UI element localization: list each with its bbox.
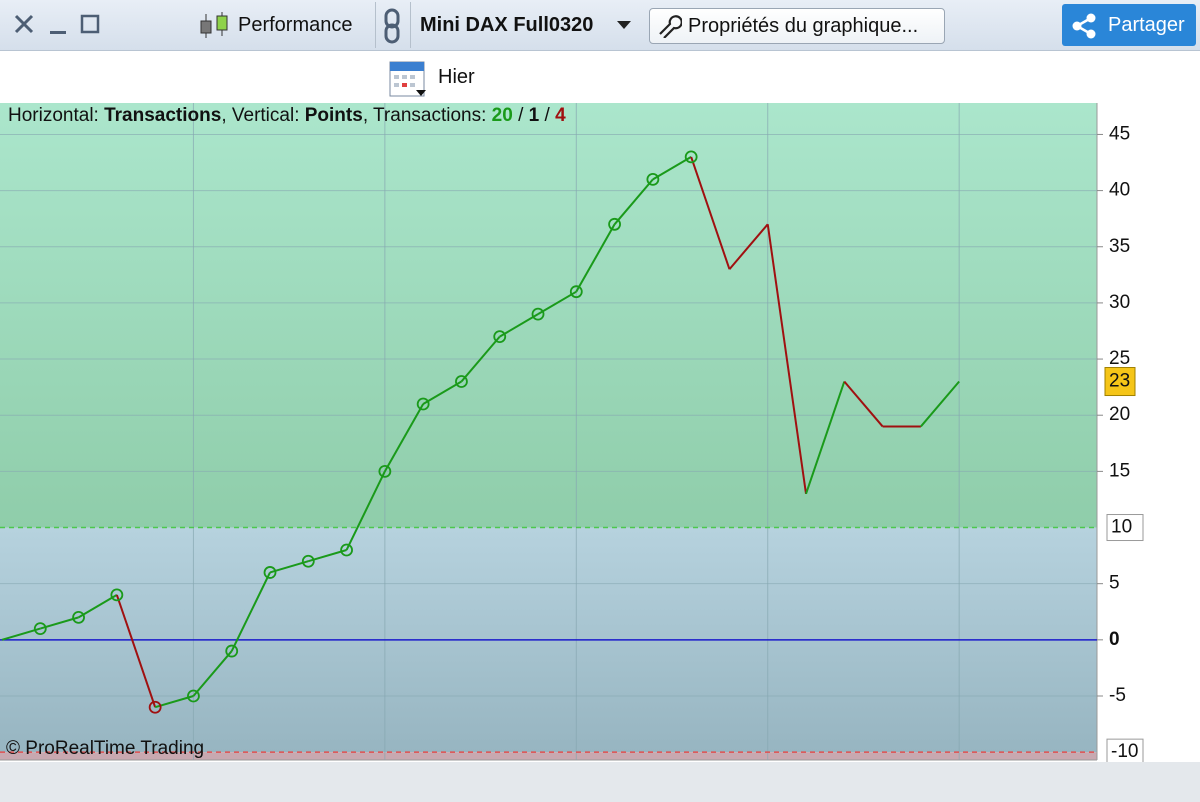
point-marker xyxy=(684,150,698,164)
equity-segment xyxy=(537,290,577,316)
period-label[interactable]: Hier xyxy=(438,66,475,88)
equity-segment xyxy=(269,560,309,574)
last-value-box xyxy=(1104,367,1136,397)
point-marker xyxy=(148,700,162,714)
subtitle-part: Horizontal: xyxy=(8,105,104,126)
equity-segment xyxy=(230,572,271,652)
toolbar: Performance Mini DAX Full0320 Propriétés… xyxy=(0,0,1200,51)
point-marker xyxy=(263,566,277,579)
point-marker xyxy=(455,375,468,388)
calendar-icon[interactable] xyxy=(388,58,430,100)
point-marker xyxy=(569,285,583,299)
zone-lower xyxy=(0,752,1097,760)
y-tick-label: 20 xyxy=(1109,404,1130,425)
equity-segment xyxy=(192,650,233,697)
point-marker xyxy=(646,172,660,186)
point-marker xyxy=(608,217,621,231)
point-marker xyxy=(301,554,315,568)
subtitle-part: 20 xyxy=(492,105,513,126)
subtitle-part: , Vertical: xyxy=(221,105,304,126)
y-tick-label: 35 xyxy=(1109,236,1130,257)
subtitle-part: / xyxy=(539,105,555,126)
point-marker xyxy=(378,464,392,478)
point-marker xyxy=(187,689,200,703)
equity-segment xyxy=(115,594,157,708)
point-marker xyxy=(72,610,85,624)
point-marker xyxy=(33,622,47,635)
equity-segment xyxy=(766,224,808,494)
y-tick-label: 30 xyxy=(1109,292,1130,313)
equity-segment xyxy=(690,156,731,270)
share-icon xyxy=(1072,13,1096,39)
level-box xyxy=(1106,514,1144,542)
equity-segment xyxy=(613,178,654,225)
level-label: -10 xyxy=(1111,741,1138,762)
equity-segment xyxy=(920,380,960,428)
subtitle-part: Points xyxy=(305,105,363,126)
zone-upper xyxy=(0,103,1097,528)
copyright: © ProRealTime Trading xyxy=(6,738,204,759)
share-label: Partager xyxy=(1108,14,1185,36)
performance-label[interactable]: Performance xyxy=(238,14,353,36)
subtitle-part: 1 xyxy=(529,105,540,126)
y-tick-label: 40 xyxy=(1109,180,1130,201)
chart-subtitle: Horizontal: Transactions, Vertical: Poin… xyxy=(8,105,566,126)
performance-icon xyxy=(200,12,228,38)
y-tick-label: 25 xyxy=(1109,348,1130,369)
equity-segment xyxy=(805,381,846,495)
equity-segment xyxy=(40,616,79,630)
point-marker xyxy=(531,307,545,321)
level-label: 10 xyxy=(1111,517,1132,538)
subtitle-part: Transactions xyxy=(104,105,221,126)
equity-segment xyxy=(728,223,769,270)
point-marker xyxy=(340,543,353,557)
y-tick-label: -5 xyxy=(1109,685,1126,706)
equity-segment xyxy=(843,380,884,428)
subtitle-part: , Transactions: xyxy=(363,105,492,126)
equity-segment xyxy=(383,403,425,472)
equity-segment xyxy=(652,156,692,181)
instrument[interactable]: Mini DAX Full0320 xyxy=(420,14,594,36)
point-marker xyxy=(110,588,124,602)
separator xyxy=(375,2,376,48)
properties-label: Propriétés du graphique... xyxy=(688,15,919,37)
equity-segment xyxy=(1,627,41,641)
equity-segment xyxy=(345,470,386,551)
wrench-icon xyxy=(659,15,682,38)
y-tick-label: 5 xyxy=(1109,573,1120,594)
link-icon[interactable] xyxy=(382,8,404,44)
bottom-strip xyxy=(0,762,1200,802)
last-value-label: 23 xyxy=(1109,371,1130,392)
equity-segment xyxy=(154,695,194,709)
equity-segment xyxy=(422,380,462,405)
y-tick-label: 15 xyxy=(1109,460,1130,481)
separator xyxy=(410,2,411,48)
subtitle-part: 4 xyxy=(555,105,566,126)
point-marker xyxy=(493,330,507,344)
equity-segment xyxy=(308,549,347,563)
subtitle-part: / xyxy=(513,105,529,126)
properties-button[interactable]: Propriétés du graphique... xyxy=(649,8,945,44)
chart: Horizontal: Transactions, Vertical: Poin… xyxy=(0,103,1144,792)
window-controls[interactable] xyxy=(12,12,104,40)
y-tick-label: 0 xyxy=(1109,629,1120,650)
dropdown-arrow[interactable] xyxy=(617,21,631,31)
share-button[interactable]: Partager xyxy=(1062,4,1196,46)
y-tick-label: 45 xyxy=(1109,123,1130,144)
point-marker xyxy=(225,644,239,658)
equity-segment xyxy=(78,594,118,619)
equity-segment xyxy=(575,223,616,293)
point-marker xyxy=(416,397,430,411)
equity-segment xyxy=(499,313,539,338)
equity-segment xyxy=(460,335,501,383)
